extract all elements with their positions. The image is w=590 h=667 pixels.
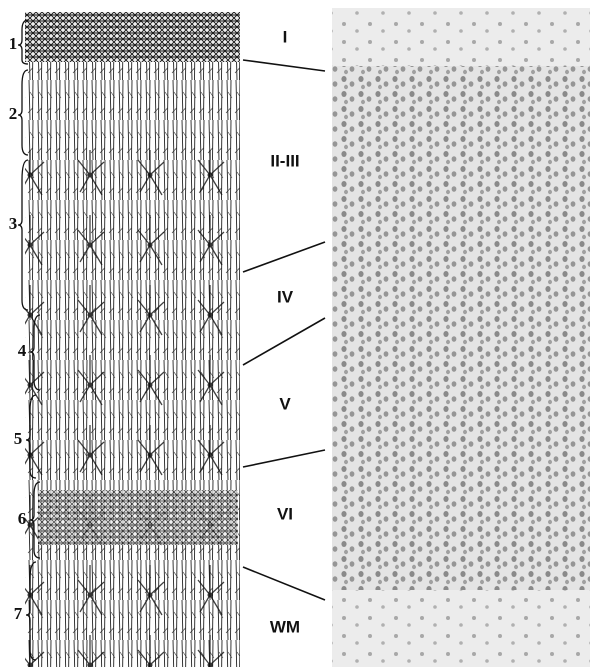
golgi-panel <box>25 12 240 667</box>
layer-label: VI <box>277 504 293 523</box>
layer-number: 7 <box>14 604 23 623</box>
layer-label: WM <box>270 617 300 636</box>
layer-boundaries <box>242 59 326 601</box>
brackets <box>17 19 41 661</box>
layer-number: 1 <box>9 34 18 53</box>
layer-number: 5 <box>14 429 23 448</box>
layer-number: 4 <box>18 341 27 360</box>
layer-label: I <box>283 27 288 46</box>
layer-number: 3 <box>9 214 18 233</box>
layer-label: IV <box>277 287 294 306</box>
layer-number: 2 <box>9 104 18 123</box>
nissl-panel <box>332 0 590 667</box>
layer-number: 6 <box>18 509 27 528</box>
layer-label: II-III <box>270 151 299 170</box>
layer-label: V <box>279 394 291 413</box>
